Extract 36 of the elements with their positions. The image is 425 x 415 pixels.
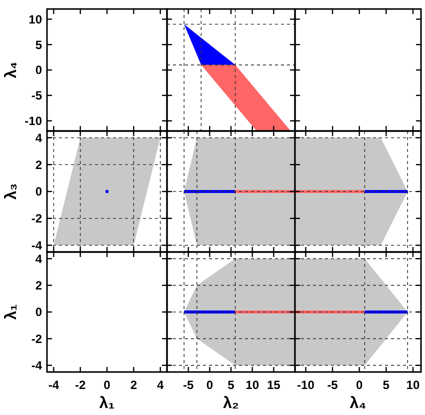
y-tick-label: -2 bbox=[31, 212, 42, 226]
x-tick-label: -5 bbox=[182, 378, 194, 392]
x-axis-title: λ₄ bbox=[350, 395, 366, 412]
x-axis-title: λ₁ bbox=[99, 395, 116, 412]
x-tick-label: 5 bbox=[382, 378, 390, 392]
y-tick-label: 5 bbox=[35, 38, 42, 52]
y-tick-label: 0 bbox=[35, 184, 42, 199]
x-tick-label: 5 bbox=[228, 378, 235, 392]
x-tick-label: -10 bbox=[297, 378, 315, 392]
x-tick-label: 2 bbox=[130, 378, 138, 392]
x-tick-label: 0 bbox=[206, 378, 214, 392]
y-axis-title: λ₁ bbox=[3, 304, 20, 320]
y-tick-label: 10 bbox=[28, 12, 42, 26]
y-tick-label: 0 bbox=[35, 305, 42, 320]
y-tick-label: 4 bbox=[35, 130, 42, 145]
y-tick-label: 0 bbox=[35, 63, 42, 78]
x-tick-label: 10 bbox=[246, 378, 260, 392]
x-tick-label: 10 bbox=[406, 378, 420, 392]
x-tick-label: -2 bbox=[74, 378, 86, 392]
x-axis-title: λ₂ bbox=[222, 395, 240, 412]
y-tick-label: 4 bbox=[35, 252, 42, 266]
y-tick-label: -4 bbox=[31, 358, 42, 373]
y-tick-label: -4 bbox=[31, 238, 42, 252]
y-tick-label: 2 bbox=[35, 278, 42, 293]
x-tick-label: 0 bbox=[356, 378, 363, 392]
y-tick-label: -2 bbox=[31, 332, 42, 346]
x-tick-label: 15 bbox=[266, 378, 281, 392]
y-tick-label: -5 bbox=[31, 88, 42, 103]
y-axis-title: λ₄ bbox=[3, 62, 20, 78]
y-tick-label: 2 bbox=[35, 158, 42, 172]
x-tick-label: -4 bbox=[48, 378, 60, 392]
x-tick-label: 4 bbox=[156, 378, 164, 392]
x-tick-label: 0 bbox=[104, 378, 111, 392]
x-tick-label: -5 bbox=[327, 378, 338, 392]
y-tick-label: -10 bbox=[24, 114, 42, 128]
y-axis-title: λ₃ bbox=[3, 183, 20, 200]
